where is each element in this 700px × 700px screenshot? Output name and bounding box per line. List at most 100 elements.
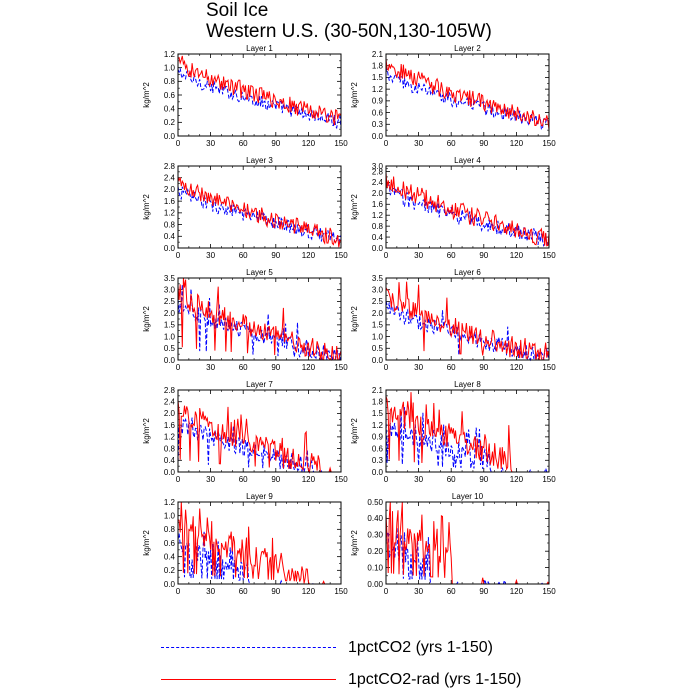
- xtick-label: 60: [447, 475, 456, 484]
- ytick-label: 0.0: [164, 468, 176, 477]
- series-line-1pctco2-rad: [385, 58, 550, 130]
- panel-title: Layer 1: [246, 44, 273, 53]
- panel-ylabel: kg/m^2: [350, 306, 359, 332]
- xtick-label: 60: [239, 587, 248, 596]
- xtick-label: 30: [414, 363, 423, 372]
- panel-title: Layer 7: [246, 380, 273, 389]
- panel-title: Layer 9: [246, 492, 273, 501]
- xtick-label: 60: [447, 363, 456, 372]
- xtick-label: 150: [334, 139, 348, 148]
- ytick-label: 0.0: [372, 356, 384, 365]
- series-line-1pctco2: [385, 527, 549, 585]
- xtick-label: 90: [271, 251, 280, 260]
- xtick-label: 0: [384, 475, 389, 484]
- xtick-label: 0: [176, 587, 181, 596]
- ytick-label: 2.0: [164, 409, 176, 418]
- xtick-label: 150: [334, 251, 348, 260]
- series-line-1pctco2-rad: [177, 176, 342, 248]
- ytick-label: 0.0: [372, 244, 384, 253]
- panel-frame: [385, 53, 550, 137]
- xtick-label: 0: [176, 363, 181, 372]
- panel-ylabel: kg/m^2: [142, 530, 151, 556]
- xtick-label: 30: [414, 587, 423, 596]
- ytick-label: 0.0: [372, 132, 384, 141]
- xtick-label: 30: [206, 251, 215, 260]
- xtick-label: 150: [334, 587, 348, 596]
- series-line-1pctco2-rad: [177, 400, 341, 474]
- panel-title: Layer 8: [454, 380, 481, 389]
- ytick-label: 0.4: [164, 104, 176, 113]
- xtick-label: 60: [239, 251, 248, 260]
- ytick-label: 1.5: [372, 409, 384, 418]
- ytick-label: 0.8: [164, 444, 176, 453]
- ytick-label: 1.2: [164, 498, 176, 507]
- xtick-label: 120: [302, 251, 316, 260]
- xtick-label: 150: [542, 475, 556, 484]
- ytick-label: 0.5: [372, 344, 384, 353]
- legend-entry-1pctco2-rad: 1pctCO2-rad (yrs 1-150): [0, 670, 700, 690]
- panel-ylabel: kg/m^2: [142, 82, 151, 108]
- xtick-label: 150: [542, 251, 556, 260]
- xtick-label: 150: [334, 475, 348, 484]
- ytick-label: 2.0: [372, 189, 384, 198]
- ytick-label: 0.3: [372, 456, 384, 465]
- legend-entry-1pctco2: 1pctCO2 (yrs 1-150): [0, 638, 700, 658]
- ytick-label: 1.8: [372, 62, 384, 71]
- xtick-label: 0: [384, 587, 389, 596]
- xtick-label: 60: [239, 475, 248, 484]
- xtick-label: 150: [542, 139, 556, 148]
- series-line-1pctco2-rad: [177, 55, 342, 126]
- ytick-label: 2.0: [164, 185, 176, 194]
- panel-ylabel: kg/m^2: [142, 418, 151, 444]
- ytick-label: 1.2: [164, 209, 176, 218]
- ytick-label: 2.1: [372, 386, 384, 395]
- xtick-label: 60: [239, 363, 248, 372]
- xtick-label: 30: [414, 139, 423, 148]
- panel-title: Layer 3: [246, 156, 273, 165]
- panel-frame: [385, 389, 550, 473]
- ytick-label: 1.0: [164, 332, 176, 341]
- xtick-label: 90: [271, 139, 280, 148]
- ytick-label: 0.20: [367, 547, 383, 556]
- xtick-label: 150: [542, 587, 556, 596]
- xtick-label: 120: [510, 139, 524, 148]
- series-line-1pctco2: [385, 300, 550, 362]
- xtick-label: 0: [176, 251, 181, 260]
- xtick-label: 90: [479, 363, 488, 372]
- series-line-1pctco2: [177, 531, 341, 585]
- xtick-label: 0: [176, 139, 181, 148]
- ytick-label: 0.8: [164, 77, 176, 86]
- xtick-label: 90: [479, 475, 488, 484]
- xtick-label: 90: [479, 587, 488, 596]
- ytick-label: 1.2: [164, 433, 176, 442]
- xtick-label: 120: [302, 139, 316, 148]
- panel-ylabel: kg/m^2: [350, 530, 359, 556]
- ytick-label: 0.0: [164, 356, 176, 365]
- ytick-label: 0.8: [372, 222, 384, 231]
- xtick-label: 0: [384, 363, 389, 372]
- xtick-label: 150: [334, 363, 348, 372]
- ytick-label: 0.6: [164, 539, 176, 548]
- ytick-label: 0.10: [367, 563, 383, 572]
- ytick-label: 0.8: [164, 220, 176, 229]
- xtick-label: 30: [414, 475, 423, 484]
- series-line-1pctco2: [177, 68, 342, 130]
- ytick-label: 2.5: [164, 297, 176, 306]
- legend-label-1pctco2: 1pctCO2 (yrs 1-150): [348, 639, 493, 656]
- ytick-label: 1.5: [372, 73, 384, 82]
- xtick-label: 0: [384, 251, 389, 260]
- ytick-label: 2.8: [164, 162, 176, 171]
- ytick-label: 0.6: [372, 444, 384, 453]
- ytick-label: 3.5: [164, 274, 176, 283]
- panel-frame: [385, 501, 550, 585]
- xtick-label: 30: [414, 251, 423, 260]
- panel-title: Layer 2: [454, 44, 481, 53]
- ytick-label: 1.0: [372, 332, 384, 341]
- ytick-label: 1.2: [372, 211, 384, 220]
- ytick-label: 0.5: [164, 344, 176, 353]
- xtick-label: 30: [206, 587, 215, 596]
- xtick-label: 90: [271, 587, 280, 596]
- panel-title: Layer 4: [454, 156, 481, 165]
- xtick-label: 120: [510, 251, 524, 260]
- xtick-label: 150: [542, 363, 556, 372]
